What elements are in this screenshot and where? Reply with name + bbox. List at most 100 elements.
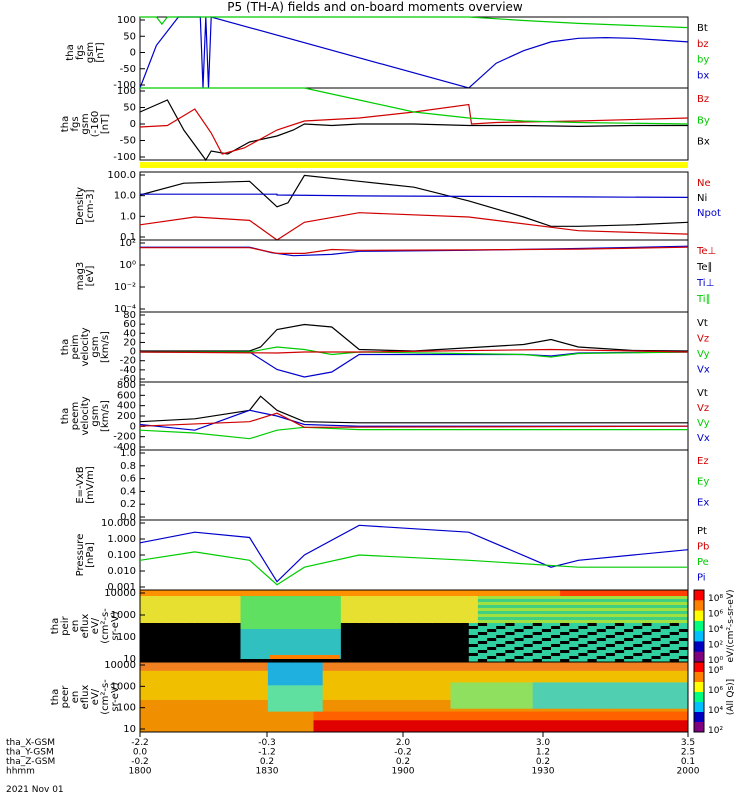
spectrogram-cell	[350, 650, 360, 654]
spectrogram-cell	[587, 702, 598, 707]
spectrogram-cell	[432, 635, 442, 639]
spectrogram-cell	[578, 620, 588, 624]
spectrogram-cell	[404, 702, 415, 707]
spectrogram-cell	[295, 629, 305, 633]
spectrogram-cell	[468, 614, 479, 618]
y-tick-label: 0.010	[107, 566, 136, 577]
spectrogram-cell	[414, 664, 424, 669]
spectrogram-cell	[651, 596, 662, 600]
spectrogram-cell	[459, 629, 470, 633]
spectrogram-cell	[249, 641, 260, 645]
spectrogram-cell	[487, 711, 497, 715]
spectrogram-cell	[514, 726, 525, 730]
spectrogram-cell	[313, 641, 324, 645]
spectrogram-cell	[578, 605, 588, 609]
spectrogram-cell	[350, 632, 360, 636]
spectrogram-cell	[541, 605, 552, 609]
spectrogram-cell	[404, 623, 415, 627]
colorbar-tick: 10⁸	[708, 666, 723, 676]
spectrogram-cell	[267, 617, 278, 621]
spectrogram-cell	[468, 638, 479, 642]
spectrogram-cell	[487, 590, 497, 594]
spectrogram-cell	[176, 617, 187, 621]
spectrogram-cell	[258, 641, 269, 645]
spectrogram-cell	[359, 667, 369, 672]
spectrogram-cell	[660, 729, 671, 733]
spectrogram-cell	[605, 714, 616, 718]
spectrogram-cell	[194, 644, 205, 648]
spectrogram-cell	[633, 650, 643, 654]
panel-frame-pressure	[139, 519, 689, 591]
spectrogram-cell	[267, 647, 278, 651]
spectrogram-cell	[587, 667, 598, 672]
spectrogram-cell	[605, 611, 616, 615]
spectrogram-cell	[185, 644, 196, 648]
spectrogram-cell	[277, 647, 287, 651]
spectrogram-cell	[578, 726, 588, 730]
spectrogram-cell	[477, 623, 488, 627]
spectrogram-cell	[258, 723, 269, 727]
spectrogram-cell	[651, 673, 662, 678]
spectrogram-cell	[340, 647, 351, 651]
spectrogram-cell	[605, 723, 616, 727]
spectrogram-cell	[185, 650, 196, 654]
spectrogram-cell	[185, 679, 196, 683]
y-tick-label: 10	[123, 724, 136, 735]
spectrogram-cell	[140, 623, 150, 627]
y-tick-label: 0.6	[120, 474, 136, 485]
spectrogram-cell	[441, 656, 451, 660]
spectrogram-cell	[395, 664, 406, 669]
spectrogram-cell	[140, 659, 150, 663]
spectrogram-cell	[286, 641, 296, 645]
spectrogram-cell	[624, 608, 634, 612]
spectrogram-cell	[231, 682, 241, 686]
spectrogram-cell	[359, 629, 369, 633]
spectrogram-cell	[231, 673, 241, 678]
spectrogram-cell	[359, 720, 369, 724]
spectrogram-cell	[267, 673, 278, 678]
spectrogram-cell	[295, 614, 305, 618]
spectrogram-cell	[158, 602, 168, 606]
spectrogram-cell	[450, 662, 461, 666]
spectrogram-cell	[459, 685, 470, 689]
spectrogram-cell	[569, 644, 579, 648]
spectrogram-cell	[651, 593, 662, 597]
spectrogram-cell	[569, 720, 579, 724]
spectrogram-cell	[651, 602, 662, 606]
spectrogram-cell	[185, 697, 196, 701]
spectrogram-cell	[514, 662, 525, 666]
spectrogram-cell	[459, 656, 470, 660]
spectrogram-cell	[523, 608, 534, 612]
spectrogram-cell	[258, 699, 269, 704]
y-tick-label: -40	[120, 365, 136, 376]
spectrogram-cell	[167, 614, 177, 618]
spectrogram-cell	[249, 694, 260, 698]
spectrogram-cell	[377, 605, 388, 609]
spectrogram-cell	[660, 653, 671, 657]
spectrogram-cell	[359, 653, 369, 657]
spectrogram-cell	[541, 662, 552, 666]
spectrogram-cell	[368, 593, 378, 597]
spectrogram-cell	[222, 708, 232, 713]
spectrogram-cell	[377, 611, 388, 615]
spectrogram-cell	[477, 656, 488, 660]
spectrogram-cell	[395, 720, 406, 724]
spectrogram-cell	[642, 602, 652, 606]
spectrogram-cell	[414, 599, 424, 603]
y-tick-label: 10000	[104, 588, 136, 599]
spectrogram-cell	[541, 602, 552, 606]
spectrogram-cell	[350, 590, 360, 594]
spectrogram-cell	[304, 679, 314, 683]
spectrogram-cell	[450, 711, 461, 715]
spectrogram-cell	[541, 697, 552, 701]
spectrogram-cell	[359, 697, 369, 701]
spectrogram-cell	[176, 659, 187, 663]
spectrogram-cell	[304, 711, 314, 715]
spectrogram-cell	[222, 653, 232, 657]
spectrogram-cell	[505, 653, 515, 657]
spectrogram-cell	[249, 662, 260, 666]
spectrogram-cell	[569, 685, 579, 689]
spectrogram-cell	[277, 726, 287, 730]
spectrogram-cell	[404, 697, 415, 701]
spectrogram-cell	[322, 659, 333, 663]
